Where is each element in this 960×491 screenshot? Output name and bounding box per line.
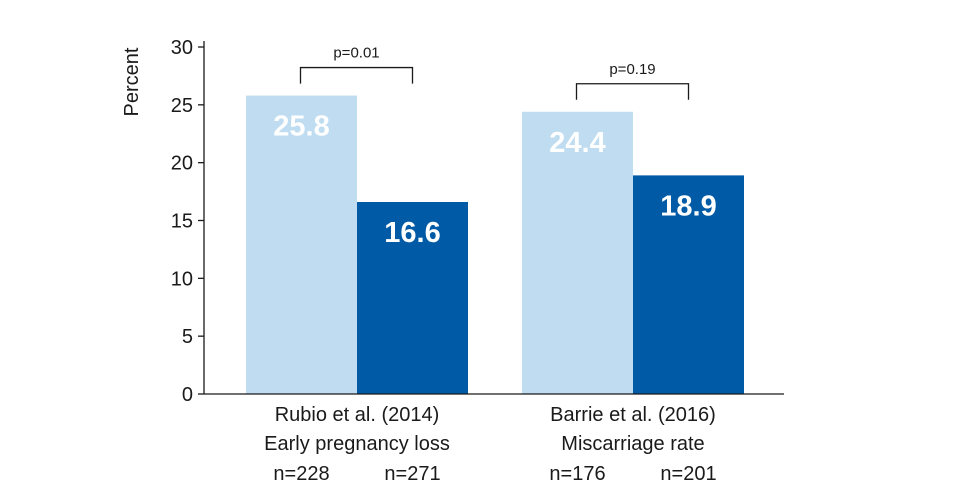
y-tick-label: 15 <box>171 211 193 233</box>
sample-size-label: n=228 <box>273 463 329 485</box>
bar-data-label: 16.6 <box>384 217 440 249</box>
group-label-study: Rubio et al. (2014) <box>275 404 440 426</box>
significance-annotations: p=0.01 p=0.19 <box>299 45 690 100</box>
sample-size-label: n=201 <box>660 463 716 485</box>
y-tick-label: 20 <box>171 153 193 175</box>
y-tick-label: 10 <box>171 268 193 290</box>
group-label-study: Barrie et al. (2016) <box>550 404 716 426</box>
sample-size-label: n=176 <box>549 463 605 485</box>
bar <box>522 111 633 395</box>
p-value-label: p=0.19 <box>609 61 655 78</box>
bars: 25.8 16.6 24.4 18.9 <box>246 95 744 395</box>
y-axis-label: Percent <box>121 47 143 116</box>
bar-data-label: 25.8 <box>273 111 329 143</box>
y-tick-label: 0 <box>182 384 193 406</box>
group-label-outcome: Early pregnancy loss <box>264 433 450 455</box>
group-label-outcome: Miscarriage rate <box>561 433 704 455</box>
y-axis-ticks: 0 5 10 15 20 25 30 <box>171 37 204 406</box>
bar <box>357 201 468 394</box>
significance-bracket <box>575 83 690 100</box>
sample-size-label: n=271 <box>384 463 440 485</box>
bar <box>246 95 357 394</box>
y-tick-label: 30 <box>171 37 193 59</box>
bar <box>633 175 744 394</box>
x-axis-labels: n=228 n=271 Rubio et al. (2014) Early pregn… <box>264 404 716 485</box>
y-tick-label: 5 <box>182 326 193 348</box>
p-value-label: p=0.01 <box>333 45 379 62</box>
bar-data-label: 24.4 <box>549 127 605 159</box>
bar-data-label: 18.9 <box>660 190 716 222</box>
y-tick-label: 25 <box>171 95 193 117</box>
significance-bracket <box>299 66 414 84</box>
